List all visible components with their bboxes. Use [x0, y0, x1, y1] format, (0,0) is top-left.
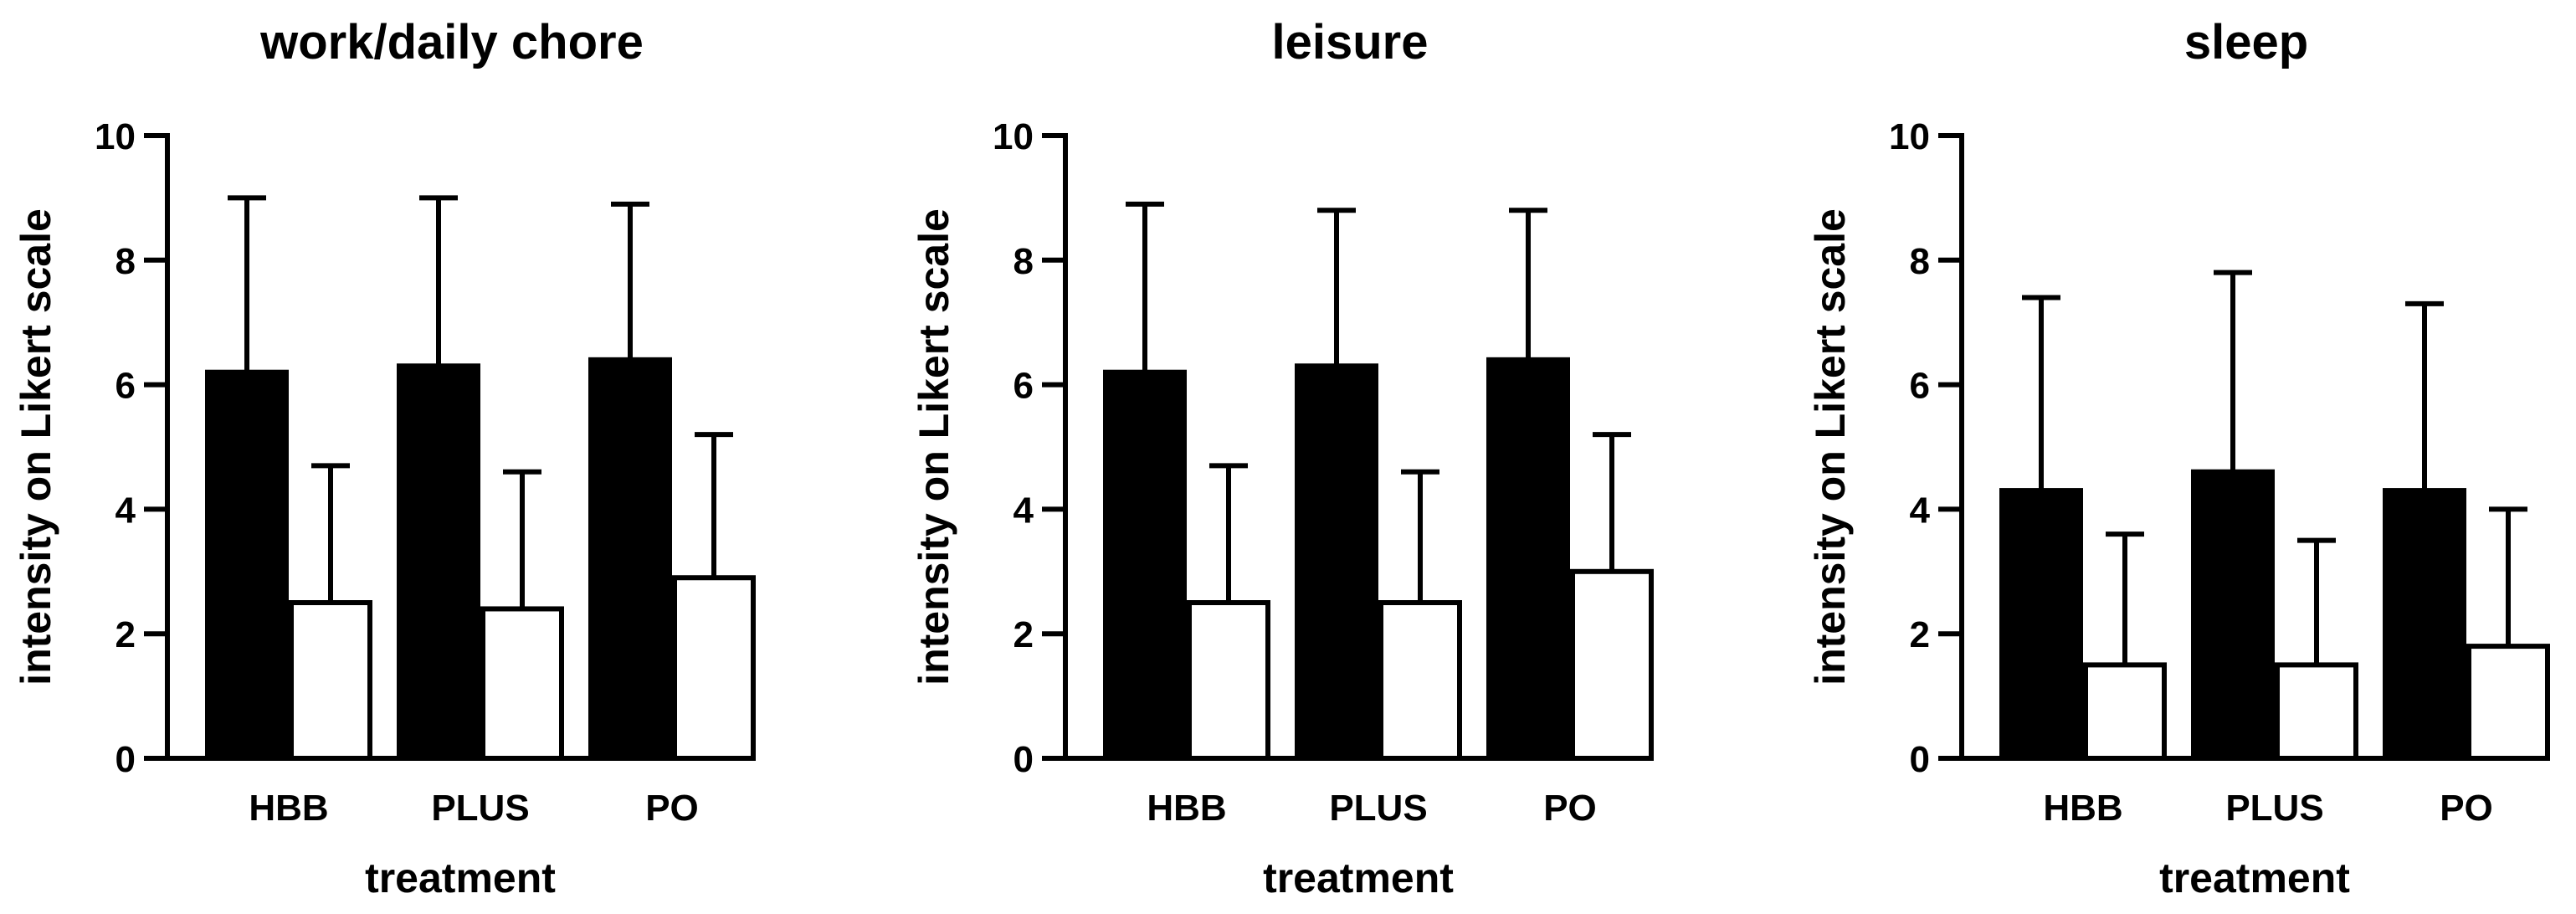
y-tick-label: 10: [95, 116, 136, 157]
x-tick-label: HBB: [249, 788, 328, 829]
bar: [397, 363, 480, 761]
y-tick-label: 6: [1910, 366, 1930, 407]
chart-panel-2: leisure intensity on Likert scale treatmen…: [911, 15, 1654, 901]
bar: [480, 606, 564, 761]
y-tick-label: 4: [1910, 490, 1931, 531]
y-tick-label: 6: [115, 366, 136, 407]
bar: [289, 600, 372, 761]
y-tick-label: 2: [115, 614, 136, 655]
x-tick-label: PLUS: [431, 788, 529, 829]
y-tick-label: 0: [115, 739, 136, 780]
y-tick-label: 8: [1910, 241, 1930, 282]
x-axis-label: treatment: [2159, 855, 2350, 901]
bar: [588, 357, 672, 761]
y-tick-label: 8: [115, 241, 136, 282]
chart-panel-1: work/daily chore intensity on Likert scal…: [13, 15, 756, 901]
chart-title: sleep: [2184, 15, 2308, 69]
x-tick-label: HBB: [1147, 788, 1226, 829]
y-tick-label: 2: [1013, 614, 1034, 655]
y-tick-label: 0: [1910, 739, 1930, 780]
y-tick-label: 0: [1013, 739, 1034, 780]
bar: [1103, 369, 1187, 761]
y-tick-label: 10: [993, 116, 1034, 157]
x-tick-label: HBB: [2043, 788, 2122, 829]
x-tick-label: PO: [2440, 788, 2493, 829]
y-tick-label: 2: [1910, 614, 1930, 655]
y-tick-label: 4: [115, 490, 136, 531]
x-tick-label: PO: [1543, 788, 1597, 829]
bar: [2191, 469, 2275, 761]
x-axis-label: treatment: [365, 855, 556, 901]
bar: [1486, 357, 1570, 761]
bar: [1999, 488, 2083, 762]
y-axis-label: intensity on Likert scale: [13, 208, 59, 686]
x-tick-label: PLUS: [1329, 788, 1427, 829]
x-axis-label: treatment: [1263, 855, 1454, 901]
chart-title: work/daily chore: [259, 15, 644, 69]
bar: [1378, 600, 1462, 761]
y-tick-label: 10: [1889, 116, 1930, 157]
y-axis-label: intensity on Likert scale: [1807, 208, 1854, 686]
bar: [1570, 568, 1654, 761]
y-tick-label: 6: [1013, 366, 1034, 407]
bar: [205, 369, 289, 761]
x-tick-label: PLUS: [2225, 788, 2323, 829]
x-tick-label: PO: [645, 788, 699, 829]
chart-panel-3: sleep intensity on Likert scale treatment H…: [1807, 15, 2550, 901]
y-tick-label: 4: [1013, 490, 1034, 531]
chart-title: leisure: [1272, 15, 1429, 69]
bar: [1187, 600, 1270, 761]
bar: [2275, 662, 2358, 762]
bar: [2466, 644, 2550, 762]
bar: [672, 575, 756, 761]
y-tick-label: 8: [1013, 241, 1034, 282]
bar: [2383, 488, 2466, 762]
bar: [2083, 662, 2167, 762]
y-axis-label: intensity on Likert scale: [911, 208, 957, 686]
bar: [1295, 363, 1378, 761]
